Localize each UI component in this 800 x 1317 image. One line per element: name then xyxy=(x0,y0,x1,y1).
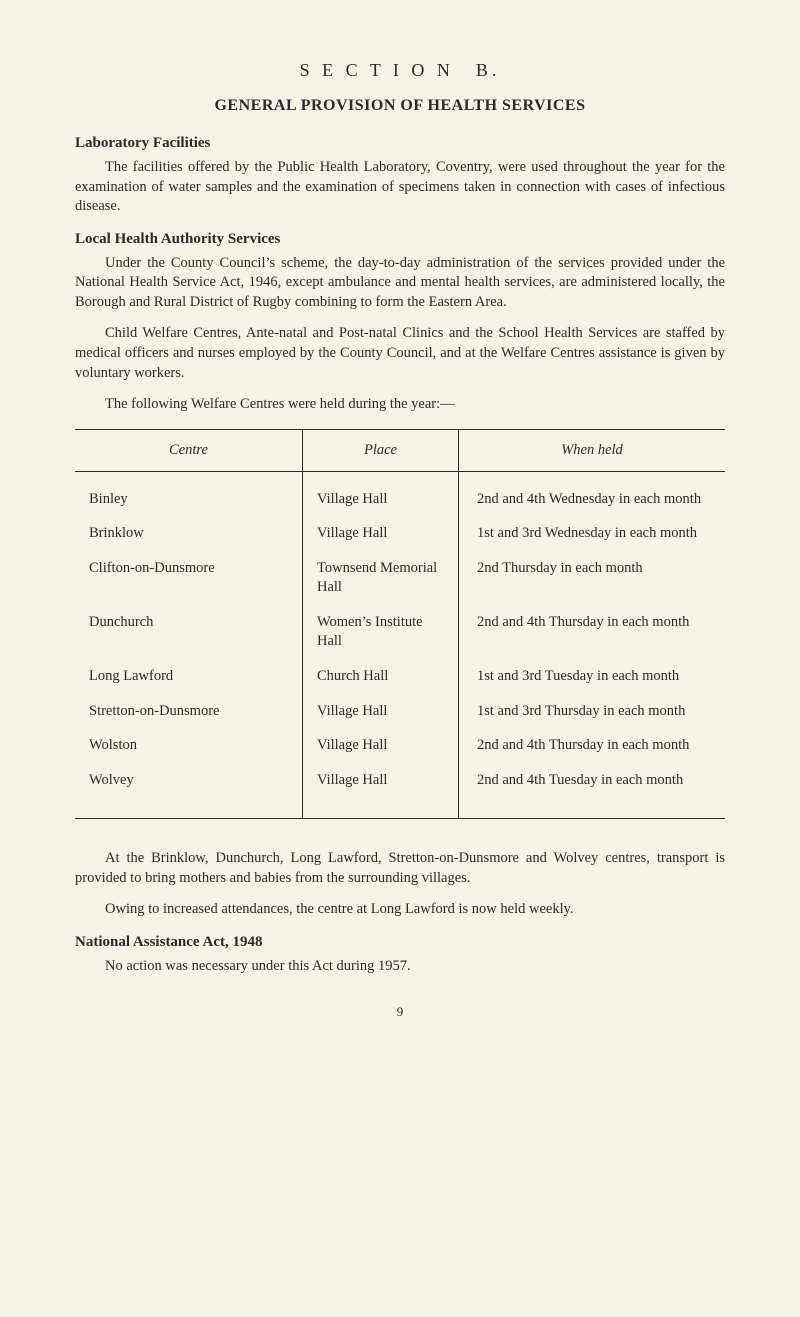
centre-cell: Long Lawford xyxy=(75,659,303,694)
centre-cell: Stretton-on-Dunsmore xyxy=(75,694,303,729)
place-cell: Women’s Institute Hall xyxy=(303,605,459,659)
local-health-para-2: Child Welfare Centres, Ante-natal and Po… xyxy=(75,324,725,383)
centre-cell: Binley xyxy=(75,471,303,516)
national-assistance-para: No action was necessary under this Act d… xyxy=(75,957,725,977)
when-cell: 2nd and 4th Thursday in each month xyxy=(459,605,726,659)
table-row: Long Lawford Church Hall 1st and 3rd Tue… xyxy=(75,659,725,694)
local-health-para-1: Under the County Council’s scheme, the d… xyxy=(75,254,725,313)
place-cell: Village Hall xyxy=(303,516,459,551)
table-row: Brinklow Village Hall 1st and 3rd Wednes… xyxy=(75,516,725,551)
table-row: Wolston Village Hall 2nd and 4th Thursda… xyxy=(75,728,725,763)
place-cell: Village Hall xyxy=(303,728,459,763)
section-title: S E C T I O N B. xyxy=(75,60,725,81)
table-row: Dunchurch Women’s Institute Hall 2nd and… xyxy=(75,605,725,659)
centre-cell: Brinklow xyxy=(75,516,303,551)
local-health-heading: Local Health Authority Services xyxy=(75,231,725,248)
main-heading: GENERAL PROVISION OF HEALTH SERVICES xyxy=(75,97,725,115)
table-header-place: Place xyxy=(303,429,459,471)
when-cell: 2nd and 4th Tuesday in each month xyxy=(459,763,726,818)
table-row: Binley Village Hall 2nd and 4th Wednesda… xyxy=(75,471,725,516)
welfare-centres-table: Centre Place When held Binley Village Ha… xyxy=(75,429,725,819)
when-cell: 2nd Thursday in each month xyxy=(459,551,726,605)
when-cell: 1st and 3rd Wednesday in each month xyxy=(459,516,726,551)
table-header-row: Centre Place When held xyxy=(75,429,725,471)
national-assistance-heading: National Assistance Act, 1948 xyxy=(75,934,725,951)
place-cell: Church Hall xyxy=(303,659,459,694)
table-row: Stretton-on-Dunsmore Village Hall 1st an… xyxy=(75,694,725,729)
when-cell: 2nd and 4th Thursday in each month xyxy=(459,728,726,763)
table-row: Clifton-on-Dunsmore Townsend Memorial Ha… xyxy=(75,551,725,605)
centre-cell: Wolston xyxy=(75,728,303,763)
when-cell: 2nd and 4th Wednesday in each month xyxy=(459,471,726,516)
after-table-para-2: Owing to increased attendances, the cent… xyxy=(75,900,725,920)
document-page: S E C T I O N B. GENERAL PROVISION OF HE… xyxy=(0,0,800,1060)
lab-facilities-paragraph: The facilities offered by the Public Hea… xyxy=(75,158,725,217)
place-cell: Village Hall xyxy=(303,694,459,729)
place-cell: Village Hall xyxy=(303,471,459,516)
centre-cell: Clifton-on-Dunsmore xyxy=(75,551,303,605)
centre-cell: Dunchurch xyxy=(75,605,303,659)
place-cell: Village Hall xyxy=(303,763,459,818)
place-cell: Townsend Memorial Hall xyxy=(303,551,459,605)
after-table-para-1: At the Brinklow, Dunchurch, Long Lawford… xyxy=(75,849,725,888)
lab-facilities-heading: Laboratory Facilities xyxy=(75,135,725,152)
centre-cell: Wolvey xyxy=(75,763,303,818)
local-health-para-3: The following Welfare Centres were held … xyxy=(75,395,725,415)
table-row: Wolvey Village Hall 2nd and 4th Tuesday … xyxy=(75,763,725,818)
when-cell: 1st and 3rd Thursday in each month xyxy=(459,694,726,729)
when-cell: 1st and 3rd Tuesday in each month xyxy=(459,659,726,694)
table-header-centre: Centre xyxy=(75,429,303,471)
table-header-when: When held xyxy=(459,429,726,471)
page-number: 9 xyxy=(75,1004,725,1020)
